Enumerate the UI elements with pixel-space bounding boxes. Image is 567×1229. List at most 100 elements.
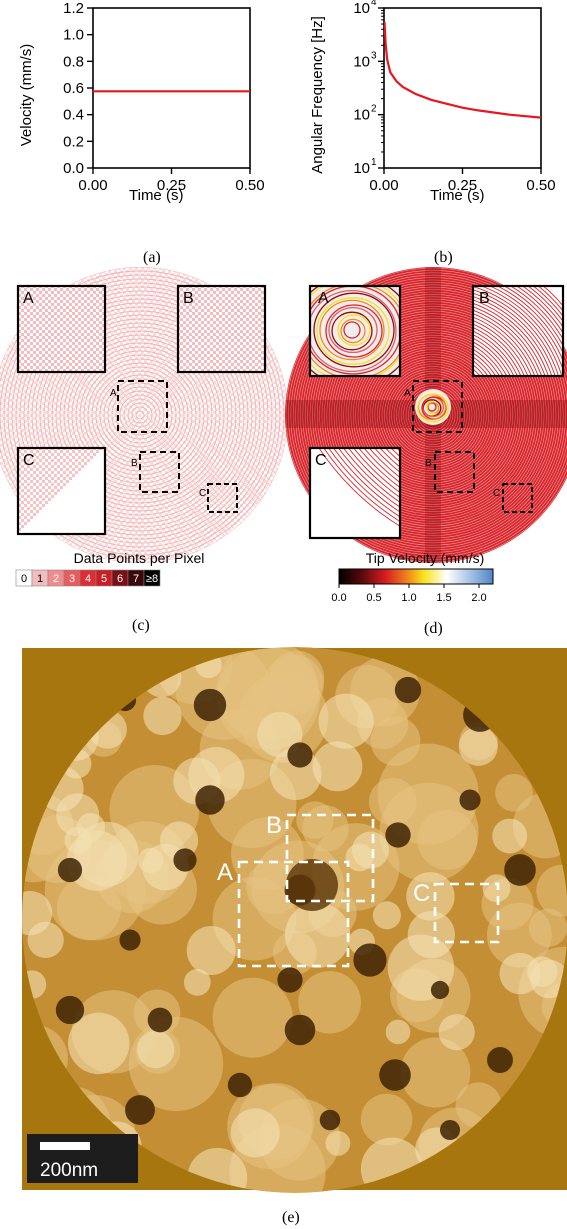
region-c-B-label: B [131,458,138,469]
afm-pit [394,676,422,704]
spiral-ring [285,267,567,563]
spiral-ring [300,282,566,548]
panel-d: A B C A B C Tip Velocity (mm/s) 0.0 0.5 1.… [285,267,567,637]
spiral-ring [352,334,514,496]
afm-grain-peak [143,696,182,736]
inset-d-A-loop [325,304,383,358]
scale-bar [40,1142,90,1150]
sampling-ring [55,330,225,500]
chart-a-ytick-label: 1.2 [63,0,84,17]
inset-d-C [308,446,402,540]
chart-b-xtick-label: 0.50 [526,177,555,194]
afm-grain-peak [527,956,558,987]
spiral-ring [386,368,480,462]
chart-b-ytick-exponent: 1 [371,157,377,168]
spiral-ring [321,303,545,527]
sampling-ring [71,346,209,484]
chart-b-ytick-exponent: 4 [371,0,377,8]
inset-d-A-loop [340,318,366,344]
spiral-ring [312,294,554,536]
inset-d-A-loop [310,286,400,375]
spiral-ring [307,289,559,541]
afm-pit [57,857,83,883]
sampling-ring [47,322,233,508]
afm-pit [439,1119,461,1141]
inset-c-B-label: B [183,290,194,307]
afm-grain-peak [372,901,401,930]
sampling-ring [123,398,157,432]
inset-c-B [176,284,267,374]
chart-b-ylabel: Angular Frequency [Hz] [309,16,326,174]
region-c-C-label: C [199,488,206,499]
sampling-ring [15,290,265,540]
afm-grain-peak [351,831,390,869]
sampling-ring [119,394,161,436]
inset-d-A-loop [343,321,361,339]
spiral-ring [367,349,499,481]
chart-b-series-line [384,21,541,119]
afm-grain-peak [183,968,211,996]
chart-b-ytick-label: 10 [353,160,370,177]
spiral-ring [396,378,470,452]
spiral-ring [364,346,502,484]
region-d-C-label: C [493,488,500,499]
inset-d-C-label: C [315,452,327,469]
spiral-ring [304,286,562,544]
sampling-ring [107,382,173,448]
spiral-ring [381,363,485,467]
colorbar-c-label: 5 [101,573,107,585]
spiral-ring [288,270,567,560]
sampling-ring [131,406,149,424]
afm-pit [319,1109,341,1131]
chart-b-xtick-label: 0.00 [369,177,398,194]
spiral-ring [333,315,533,515]
colorbar-c: 0 1 2 3 4 5 6 7 ≥8 [15,569,161,587]
inset-d-A-loop [337,314,371,346]
inset-d-A-loop [316,297,390,365]
inset-d-A-loop [313,292,395,368]
inset-d-B-label: B [479,290,490,307]
caption-d: (d) [424,620,443,637]
afm-grain [56,876,121,941]
afm-grain [360,1093,413,1146]
afm-grain [212,977,293,1058]
sampling-ring [23,298,257,532]
afm-pit [125,1095,155,1125]
spiral-ring [357,339,509,491]
chart-a-frame [92,7,251,169]
spiral-ring [362,344,504,486]
spiral-ring [290,272,567,558]
sampling-ring [127,402,153,428]
spiral-ring [338,320,528,510]
inset-d-A-loop [328,306,378,354]
region-e-B [285,813,375,903]
spiral-ring [340,322,526,508]
afm-pit [504,854,536,886]
colorbar-d-tick-label: 2.0 [471,592,486,604]
caption-a: (a) [143,249,161,266]
afm-pit [277,967,303,993]
chart-b-ytick-label: 10 [353,0,370,17]
colorbar-c-label: 4 [85,573,91,585]
afm-pit [487,1047,513,1073]
region-d-B-label: B [425,458,432,469]
caption-e: (e) [282,1209,300,1226]
afm-grain [298,970,361,1034]
spiral-ring [372,354,494,476]
spiral-ring [405,387,461,443]
afm-grain [528,908,567,947]
spiral-core-loop [417,393,449,423]
inset-d-A-loop [310,289,397,373]
sampling-ring [51,326,229,504]
spiral-ring [348,330,518,500]
afm-pit [173,848,197,872]
afm-grain [230,817,304,891]
inset-c-C [16,446,107,536]
spiral-ring [376,358,490,472]
afm-grain-peak [137,1030,175,1069]
spiral-ring [379,361,487,469]
afm-grain [495,773,533,812]
sampling-ring [7,282,273,548]
sampling-ring [63,338,217,492]
